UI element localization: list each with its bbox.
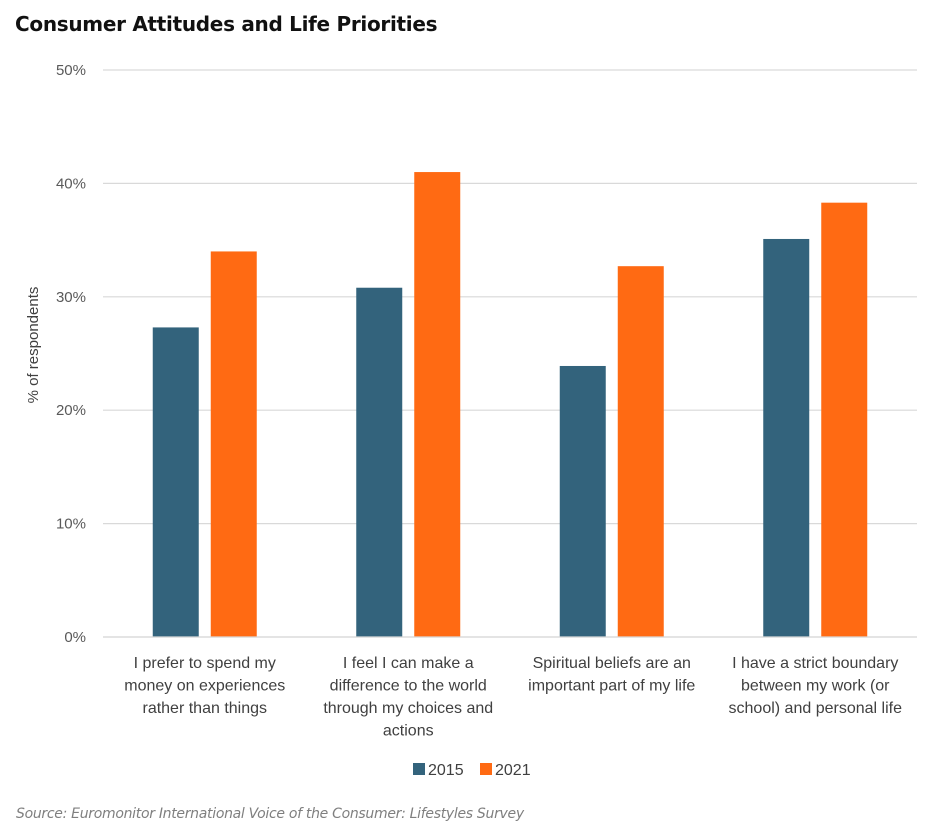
legend-label-2021: 2021 [495,762,531,779]
category-label-line: rather than things [142,700,267,717]
chart-title: Consumer Attitudes and Life Priorities [15,12,438,36]
y-axis-label: % of respondents [25,287,42,404]
legend-swatch-2015 [413,763,425,775]
category-label-line: actions [383,723,434,740]
bar-2015-3 [559,365,606,637]
category-label: Spiritual beliefs are an important part o… [528,655,695,695]
bars [103,172,917,638]
y-axis-ticks: 0% 10% 20% 30% 40% 50% [56,62,86,646]
y-tick-label: 10% [56,516,86,533]
legend: 2015 2021 [413,762,531,779]
y-tick-label: 20% [56,402,86,419]
y-tick-label: 30% [56,289,86,306]
category-label-line: I prefer to spend my [134,655,276,672]
bar-2021-4 [821,202,868,638]
bar-chart: 0% 10% 20% 30% 40% 50% % of respondents I pre… [25,62,917,779]
category-label-line: Spiritual beliefs are an [533,655,691,672]
bar-2021-3 [617,266,664,637]
category-label-line: money on experiences [124,678,285,695]
bar-2015-2 [356,287,403,637]
category-label-line: important part of my life [528,678,695,695]
category-label: I have a strict boundary between my work … [729,655,903,717]
y-tick-label: 40% [56,175,86,192]
legend-swatch-2021 [480,763,492,775]
category-label-line: through my choices and [323,700,493,717]
bar-2021-2 [414,172,461,637]
x-axis-category-labels: I prefer to spend my money on experiences… [124,655,902,740]
legend-label-2015: 2015 [428,762,464,779]
category-label-line: difference to the world [330,678,487,695]
y-tick-label: 0% [64,629,86,646]
y-tick-label: 50% [56,62,86,79]
category-label: I prefer to spend my money on experiences… [124,655,285,717]
category-label-line: I have a strict boundary [732,655,898,672]
category-label: I feel I can make a difference to the wor… [323,655,493,740]
category-label-line: between my work (or [741,678,890,695]
bar-2015-1 [152,327,199,637]
source-note: Source: Euromonitor International Voice … [16,806,524,822]
bar-2015-4 [763,238,810,637]
category-label-line: I feel I can make a [343,655,474,672]
bar-2021-1 [210,251,257,637]
category-label-line: school) and personal life [729,700,903,717]
